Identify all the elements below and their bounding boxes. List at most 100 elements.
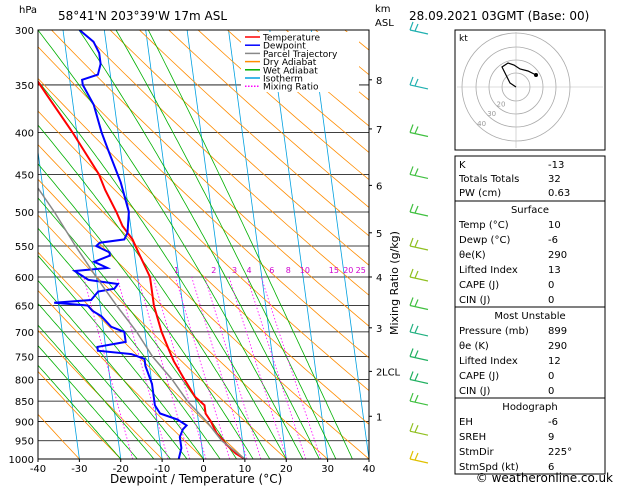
wind-barb-600	[409, 268, 429, 282]
isobar-lines	[38, 30, 369, 459]
wind-barb-850	[409, 392, 429, 406]
mixing-ratio-line-25	[260, 276, 322, 459]
wet-adiabat-28	[78, 30, 320, 459]
dry-adiabat-30	[38, 178, 328, 459]
dry-adiabat-20	[38, 214, 287, 459]
index-2-label: PW (cm)	[459, 188, 501, 199]
isotherm-lines	[38, 30, 369, 459]
wind-barb-flag	[409, 348, 414, 357]
wind-barb-750	[409, 348, 429, 362]
km-label-4: 4	[376, 273, 382, 284]
isotherm-0	[145, 30, 204, 459]
wind-barb-flag	[414, 78, 419, 87]
surface-row-1-value: -6	[548, 235, 558, 246]
surface-row-1-label: Dewp (°C)	[459, 235, 510, 246]
hodograph-table-row-2-label: StmDir	[459, 447, 494, 458]
wind-barb-flag	[409, 392, 414, 402]
wind-barb-staff	[409, 331, 429, 337]
surface-row-2-label: θe(K)	[459, 250, 486, 261]
wind-barb-400	[409, 124, 429, 138]
wet-adiabat--16	[38, 345, 138, 459]
mixing-ratio-label-3: 3	[232, 266, 237, 275]
wet-adiabat-20	[38, 80, 287, 459]
hodograph-table-row-3-label: StmSpd (kt)	[459, 462, 519, 473]
hodograph-table-row-0-value: -6	[548, 417, 558, 428]
dry-adiabat-130	[197, 30, 369, 181]
wind-barb-flag	[414, 299, 419, 307]
dry-adiabat-lines	[38, 30, 369, 459]
x-tick-label--10: -10	[154, 464, 170, 475]
km-label-1: 1	[376, 412, 382, 423]
x-tick-label--20: -20	[113, 464, 129, 475]
x-tick-label-40: 40	[363, 464, 376, 475]
height-km-ticks: 8 7 6 5 4 3 2 1 LCL	[369, 76, 401, 423]
dry-adiabat-110	[138, 30, 369, 237]
wind-barb-flag	[414, 205, 419, 214]
wind-barb-flag	[414, 424, 419, 433]
pressure-label-700: 700	[15, 328, 34, 339]
wind-barb-staff	[409, 245, 429, 251]
hodograph-trace	[501, 62, 537, 88]
wind-barb-staff	[409, 400, 429, 406]
legend-background	[241, 32, 359, 92]
most-unstable-row-0-value: 899	[548, 326, 567, 337]
wind-barb-flag	[409, 323, 414, 333]
most-unstable-title: Most Unstable	[494, 311, 565, 322]
index-1-value: 32	[548, 174, 561, 185]
wind-barb-550	[409, 237, 429, 251]
hodograph-table-row-0-label: EH	[459, 417, 473, 428]
wind-barb-flag	[409, 371, 414, 380]
wet-adiabat-16	[38, 124, 271, 459]
pressure-label-650: 650	[15, 302, 34, 313]
hodograph-table-row-1-label: SREH	[459, 432, 486, 443]
most-unstable-row-3-label: CAPE (J)	[459, 371, 499, 382]
wind-barb-staff	[409, 304, 429, 311]
wet-adiabat--20	[38, 364, 122, 459]
wind-barb-staff	[409, 173, 429, 180]
dry-adiabat-50	[38, 110, 369, 425]
wind-barb-500	[409, 203, 429, 217]
wind-barb-300	[409, 21, 429, 35]
wet-adiabat--12	[38, 324, 155, 459]
mixing-ratio-label-6: 6	[269, 266, 274, 275]
temperature-tick-labels: -40 -30 -20 -10 0 10 20 30 40	[30, 459, 376, 475]
wind-barb-flag	[414, 23, 419, 32]
legend-entry-0: Temperature	[262, 34, 320, 44]
legend-entry-1: Dewpoint	[263, 42, 306, 52]
most-unstable-row-2-label: Lifted Index	[459, 356, 518, 367]
dry-adiabat-0	[38, 289, 204, 459]
most-unstable-row-4-label: CIN (J)	[459, 386, 490, 397]
index-1-label: Totals Totals	[458, 174, 519, 185]
pressure-label-400: 400	[15, 129, 34, 140]
x-tick-label-20: 20	[280, 464, 293, 475]
mixing-ratio-label-1: 1	[174, 266, 179, 275]
hodograph-ring-label-20: 20	[497, 100, 506, 108]
mixing-ratio-label-25: 25	[356, 266, 366, 275]
wind-barb-flag	[414, 373, 419, 381]
wind-barb-staff	[409, 430, 429, 436]
surface-row-0-label: Temp (°C)	[458, 220, 509, 231]
wind-barb-staff	[409, 355, 429, 362]
mixing-ratio-lines	[83, 276, 322, 459]
surface-row-0-value: 10	[548, 220, 561, 231]
dry-adiabat-90	[80, 30, 369, 296]
mixing-ratio-label-4: 4	[246, 266, 251, 275]
wind-barb-flag	[414, 350, 419, 358]
wind-barb-925	[409, 423, 429, 436]
surface-row-3-value: 13	[548, 265, 561, 276]
wind-barb-staff	[409, 378, 429, 385]
km-label-6: 6	[376, 181, 382, 192]
dry-adiabat-140	[226, 30, 369, 154]
wet-adiabat-12	[38, 163, 254, 459]
wind-barb-450	[409, 166, 429, 180]
x-axis-title: Dewpoint / Temperature (°C)	[110, 472, 282, 486]
x-tick-label-0: 0	[200, 464, 206, 475]
legend-entry-4: Wet Adiabat	[263, 66, 318, 76]
wind-barb-staff	[409, 84, 429, 90]
dry-adiabat-40	[38, 144, 369, 459]
surface-row-5-label: CIN (J)	[459, 295, 490, 306]
wind-barb-staff	[409, 276, 429, 282]
wind-barb-flag	[409, 423, 414, 432]
